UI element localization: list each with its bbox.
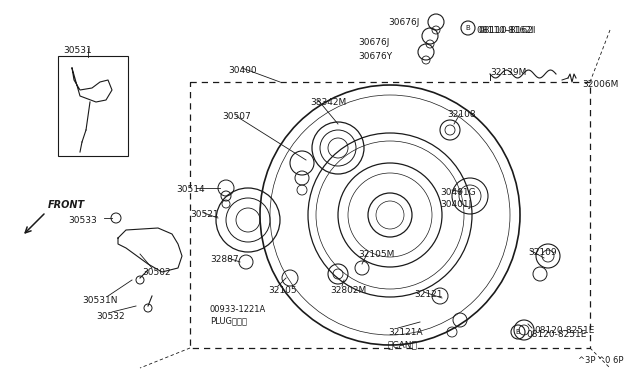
Text: 30532: 30532 xyxy=(96,312,125,321)
Text: 30514: 30514 xyxy=(176,185,205,194)
Text: 30533: 30533 xyxy=(68,216,97,225)
Text: 00933-1221A: 00933-1221A xyxy=(210,305,266,314)
Text: 30676J: 30676J xyxy=(388,18,419,27)
Text: PLUGプラグ: PLUGプラグ xyxy=(210,316,247,325)
Text: ^3P ^0 6P: ^3P ^0 6P xyxy=(578,356,623,365)
Text: 30531: 30531 xyxy=(63,46,92,55)
Text: 32887: 32887 xyxy=(210,255,239,264)
Text: 30507: 30507 xyxy=(222,112,251,121)
Text: 32105: 32105 xyxy=(268,286,296,295)
Text: B: B xyxy=(516,329,520,335)
Text: 32139M: 32139M xyxy=(490,68,526,77)
Text: B: B xyxy=(466,25,470,31)
Text: 32105M: 32105M xyxy=(358,250,394,259)
Text: FRONT: FRONT xyxy=(48,200,85,210)
Bar xyxy=(190,82,590,348)
Text: 08110-8162I: 08110-8162I xyxy=(476,26,534,35)
Text: （CAN）: （CAN） xyxy=(388,340,418,349)
Text: 30531N: 30531N xyxy=(82,296,118,305)
Text: 32109: 32109 xyxy=(528,248,557,257)
Text: 30521: 30521 xyxy=(190,210,219,219)
Text: 32121A: 32121A xyxy=(388,328,422,337)
Text: 30676Y: 30676Y xyxy=(358,52,392,61)
Bar xyxy=(58,56,128,156)
Text: 30401J: 30401J xyxy=(440,200,471,209)
Text: 32006M: 32006M xyxy=(582,80,618,89)
Text: 08120-8251E: 08120-8251E xyxy=(526,330,586,339)
Text: 30400: 30400 xyxy=(228,66,257,75)
Text: 30502: 30502 xyxy=(142,268,171,277)
Text: 08120-8251E: 08120-8251E xyxy=(534,326,595,335)
Text: 32121: 32121 xyxy=(414,290,442,299)
Text: 32802M: 32802M xyxy=(330,286,366,295)
Text: 38342M: 38342M xyxy=(310,98,346,107)
Text: 30401G: 30401G xyxy=(440,188,476,197)
Text: 32108: 32108 xyxy=(447,110,476,119)
Text: 08110-8162I: 08110-8162I xyxy=(478,26,536,35)
Text: 30676J: 30676J xyxy=(358,38,389,47)
